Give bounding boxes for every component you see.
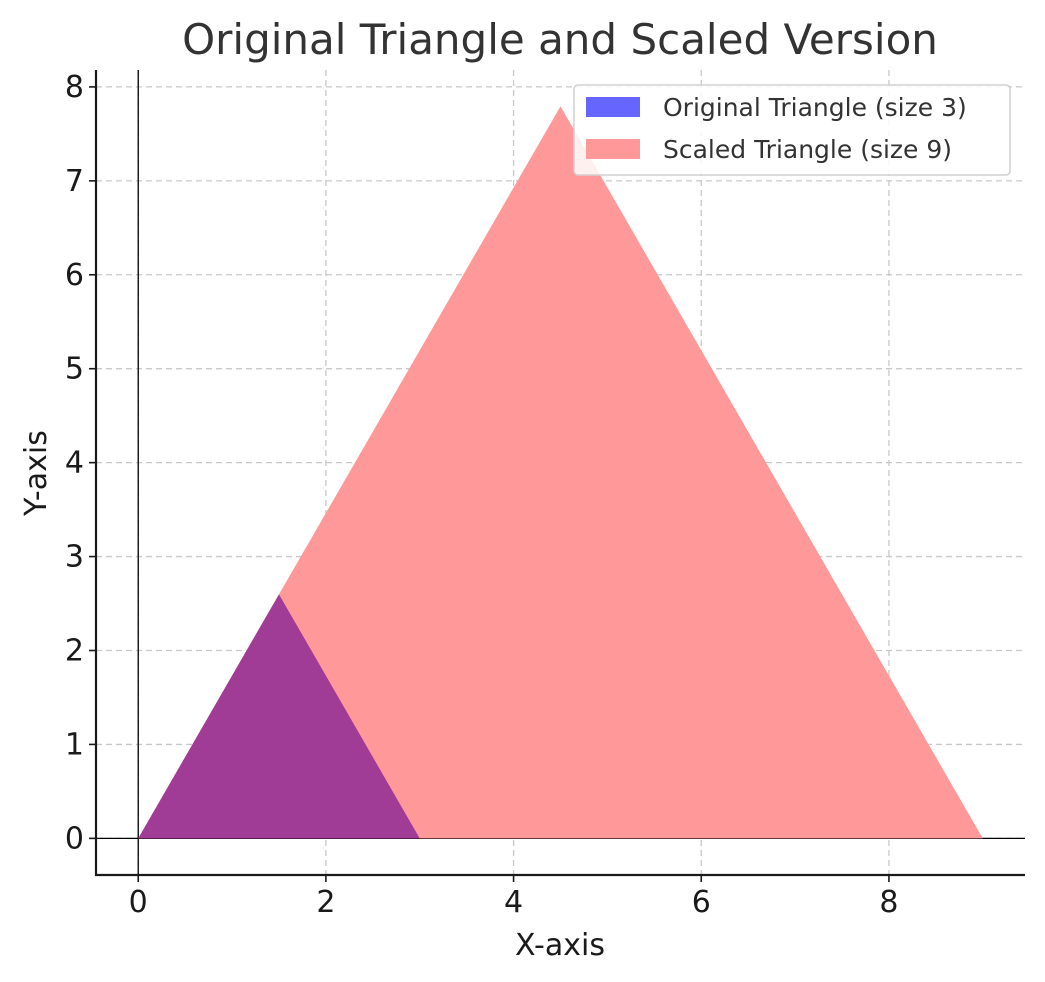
y-tick-label: 0 xyxy=(65,821,84,856)
y-tick-label: 4 xyxy=(65,446,84,481)
x-tick-label: 2 xyxy=(316,885,335,920)
y-tick-label: 8 xyxy=(65,70,84,105)
legend: Original Triangle (size 3) Scaled Triangl… xyxy=(573,84,1011,176)
legend-label: Original Triangle (size 3) xyxy=(663,93,967,122)
scaled-triangle xyxy=(138,106,983,839)
axes-spines xyxy=(94,70,1025,877)
y-tick-label: 6 xyxy=(65,258,84,293)
x-tick-label: 8 xyxy=(879,885,898,920)
x-tick-label: 4 xyxy=(504,885,523,920)
original-triangle xyxy=(138,594,420,839)
legend-swatch xyxy=(586,139,640,159)
legend-label: Scaled Triangle (size 9) xyxy=(663,135,952,164)
ticks: 0 2 4 6 8 0 1 2 3 4 5 6 7 8 xyxy=(65,70,899,920)
y-tick-label: 2 xyxy=(65,634,84,669)
legend-swatch xyxy=(586,97,640,117)
series-layer xyxy=(138,106,983,839)
y-tick-label: 3 xyxy=(65,540,84,575)
y-tick-label: 1 xyxy=(65,727,84,762)
x-tick-label: 6 xyxy=(692,885,711,920)
y-tick-label: 7 xyxy=(65,164,84,199)
y-axis-label: Y-axis xyxy=(19,430,54,517)
x-tick-label: 0 xyxy=(129,885,148,920)
legend-box xyxy=(573,84,1011,176)
chart-title: Original Triangle and Scaled Version xyxy=(182,15,938,64)
y-tick-label: 5 xyxy=(65,352,84,387)
x-axis-label: X-axis xyxy=(515,928,605,963)
